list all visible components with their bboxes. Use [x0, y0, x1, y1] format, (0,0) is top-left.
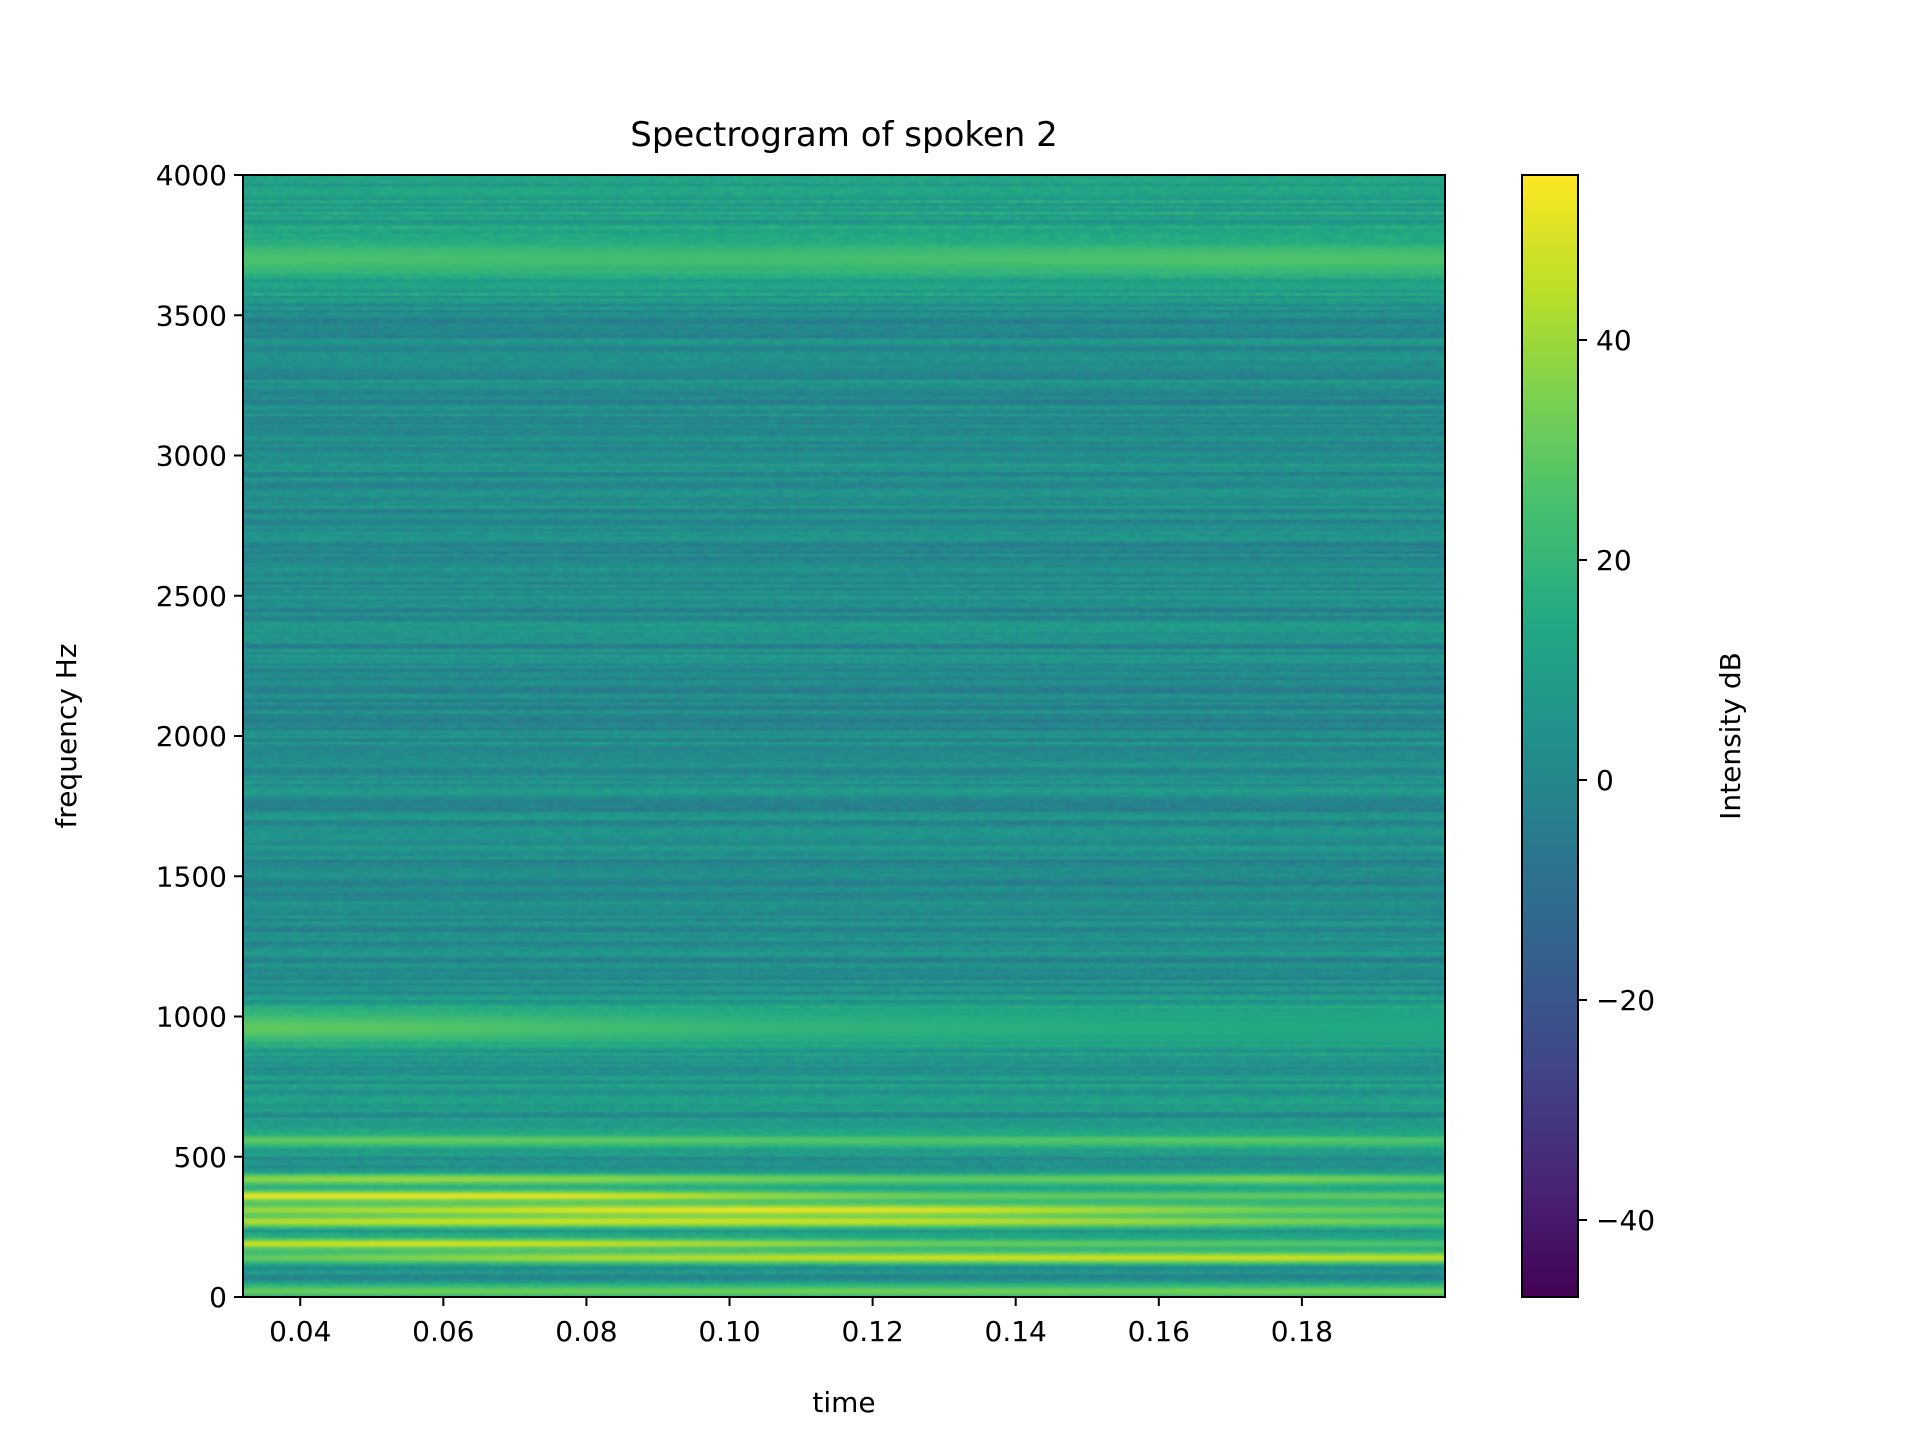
spectrogram-heatmap: [243, 175, 1445, 1297]
colorbar-label: Intensity dB: [1714, 652, 1747, 820]
y-tick-label: 2500: [156, 580, 227, 613]
y-tick-label: 1500: [156, 860, 227, 893]
colorbar-ticks: −40 −20 0 20 40: [1578, 324, 1655, 1237]
x-axis-ticks: 0.04 0.06 0.08 0.10 0.12 0.14 0.16 0.18: [269, 1297, 1333, 1348]
y-tick-label: 3500: [156, 299, 227, 332]
x-tick-label: 0.14: [985, 1315, 1047, 1348]
x-axis-label: time: [812, 1386, 875, 1419]
colorbar-tick-label: 40: [1596, 324, 1632, 357]
x-tick-label: 0.08: [555, 1315, 617, 1348]
colorbar-tick-label: 20: [1596, 544, 1632, 577]
x-tick-label: 0.06: [412, 1315, 474, 1348]
y-tick-label: 500: [174, 1141, 227, 1174]
x-tick-label: 0.12: [841, 1315, 903, 1348]
x-tick-label: 0.18: [1271, 1315, 1333, 1348]
x-tick-label: 0.10: [698, 1315, 760, 1348]
colorbar: [1521, 174, 1579, 1298]
colorbar-tick-label: −40: [1596, 1204, 1655, 1237]
y-tick-label: 0: [209, 1281, 227, 1314]
y-axis-label: frequency Hz: [50, 643, 83, 828]
y-axis-ticks: 0 500 1000 1500 2000 2500 3000 3500 4000: [156, 159, 243, 1314]
x-tick-label: 0.16: [1128, 1315, 1190, 1348]
x-tick-label: 0.04: [269, 1315, 331, 1348]
y-tick-label: 4000: [156, 159, 227, 192]
y-tick-label: 2000: [156, 720, 227, 753]
y-tick-label: 1000: [156, 1001, 227, 1034]
colorbar-tick-label: −20: [1596, 984, 1655, 1017]
y-tick-label: 3000: [156, 440, 227, 473]
chart-title: Spectrogram of spoken 2: [630, 115, 1058, 155]
colorbar-tick-label: 0: [1596, 764, 1614, 797]
